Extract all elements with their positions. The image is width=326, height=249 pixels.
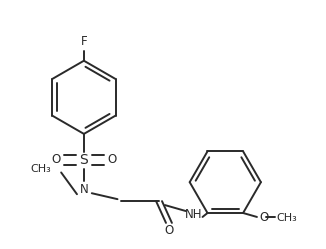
Text: S: S (80, 153, 88, 167)
Text: O: O (164, 224, 173, 237)
Text: CH₃: CH₃ (31, 165, 51, 175)
Text: O: O (107, 153, 116, 166)
Text: CH₃: CH₃ (277, 213, 297, 223)
Text: F: F (81, 35, 87, 48)
Text: NH: NH (185, 208, 202, 221)
Text: O: O (52, 153, 61, 166)
Text: O: O (259, 211, 268, 224)
Text: N: N (80, 183, 88, 196)
